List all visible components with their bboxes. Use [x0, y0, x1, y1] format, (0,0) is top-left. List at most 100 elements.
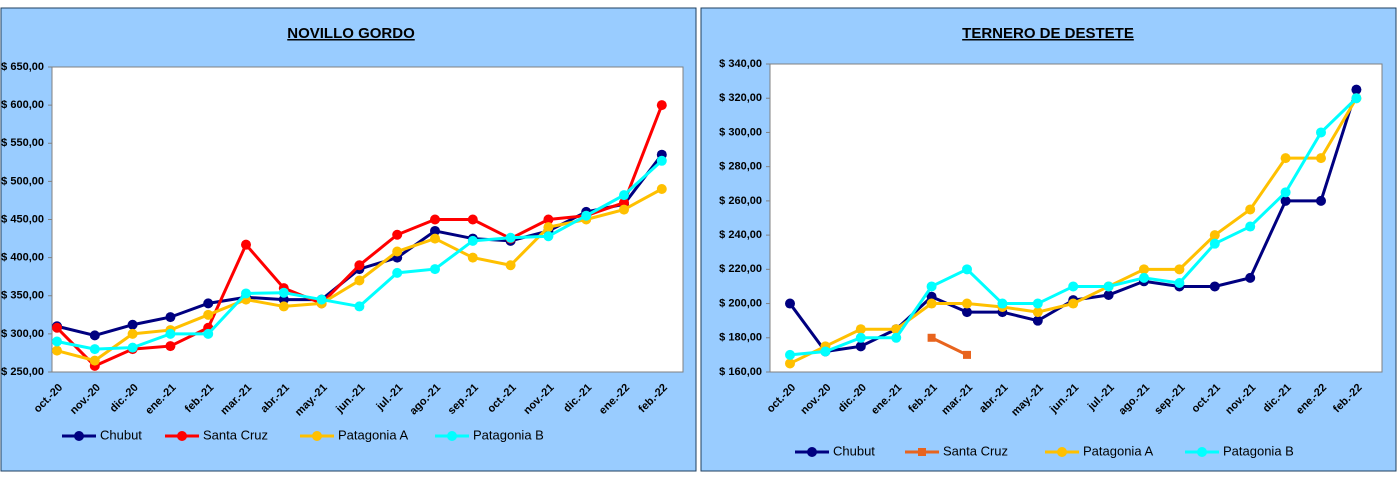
marker: [52, 336, 62, 347]
marker: [74, 431, 84, 441]
marker: [543, 214, 554, 225]
marker: [392, 229, 403, 240]
marker: [1139, 272, 1149, 283]
plot-area: [769, 63, 1383, 373]
marker: [855, 341, 866, 352]
marker: [354, 260, 365, 271]
marker: [177, 431, 187, 441]
marker: [619, 204, 629, 215]
marker: [962, 264, 972, 275]
marker: [1245, 221, 1256, 232]
marker: [1103, 281, 1114, 292]
marker: [785, 298, 795, 309]
marker: [430, 225, 440, 236]
marker: [1316, 153, 1326, 164]
marker: [1351, 84, 1362, 95]
marker: [354, 275, 365, 286]
marker: [316, 294, 327, 305]
marker: [1280, 187, 1291, 198]
marker: [505, 260, 516, 271]
marker: [241, 288, 251, 299]
marker: [203, 328, 214, 339]
y-tick-label: $ 650,00: [1, 61, 44, 73]
marker: [1316, 195, 1326, 206]
marker: [785, 358, 795, 369]
marker: [543, 231, 554, 242]
marker: [203, 298, 214, 309]
legend-label: Chubut: [833, 443, 875, 458]
marker: [656, 100, 667, 111]
marker: [89, 355, 100, 366]
series-line: [930, 336, 968, 357]
marker: [543, 222, 554, 233]
marker: [997, 298, 1008, 309]
legend-label: Patagonia B: [1223, 443, 1294, 458]
y-tick-label: $ 400,00: [1, 252, 44, 264]
marker: [127, 328, 138, 339]
y-tick-label: $ 280,00: [719, 161, 762, 173]
marker: [467, 252, 478, 263]
marker: [1197, 447, 1207, 457]
y-tick-label: $ 300,00: [1, 328, 44, 340]
y-tick-label: $ 300,00: [719, 126, 762, 138]
marker: [927, 333, 936, 342]
marker: [891, 332, 902, 343]
marker: [1209, 281, 1220, 292]
marker: [855, 332, 866, 343]
marker: [203, 309, 214, 320]
marker: [656, 155, 667, 166]
marker: [430, 264, 440, 275]
marker: [1032, 307, 1043, 318]
marker: [241, 239, 251, 250]
marker: [619, 197, 629, 208]
marker: [354, 301, 365, 312]
legend-label: Patagonia B: [473, 427, 544, 442]
marker: [581, 210, 592, 221]
y-tick-label: $ 500,00: [1, 175, 44, 187]
y-tick-label: $ 320,00: [719, 92, 762, 104]
marker: [1032, 315, 1043, 326]
marker: [1316, 127, 1326, 138]
marker: [1068, 281, 1079, 292]
y-tick-label: $ 220,00: [719, 263, 762, 275]
legend-label: Chubut: [100, 427, 142, 442]
marker: [127, 319, 138, 330]
marker: [165, 341, 176, 352]
marker: [1103, 290, 1114, 300]
marker: [1174, 278, 1185, 289]
marker: [619, 190, 629, 201]
marker: [505, 232, 516, 243]
marker: [52, 345, 62, 356]
y-tick-label: $ 450,00: [1, 213, 44, 225]
marker: [430, 214, 440, 225]
marker: [165, 312, 176, 323]
marker: [1245, 204, 1256, 215]
marker: [962, 298, 972, 309]
marker: [392, 246, 403, 257]
marker: [1032, 298, 1043, 309]
marker: [392, 267, 403, 278]
marker: [52, 322, 62, 333]
y-tick-label: $ 200,00: [719, 297, 762, 309]
y-tick-label: $ 240,00: [719, 229, 762, 241]
marker: [918, 448, 926, 456]
marker: [1068, 298, 1079, 309]
legend-label: Santa Cruz: [943, 443, 1008, 458]
legend-label: Patagonia A: [338, 427, 408, 442]
y-tick-label: $ 260,00: [719, 195, 762, 207]
y-tick-label: $ 250,00: [1, 366, 44, 378]
marker: [1139, 264, 1149, 275]
marker: [1280, 153, 1291, 164]
marker: [1174, 264, 1185, 275]
marker: [807, 447, 817, 457]
marker: [785, 349, 795, 360]
y-tick-label: $ 350,00: [1, 290, 44, 302]
y-tick-label: $ 180,00: [719, 332, 762, 344]
marker: [127, 342, 138, 353]
marker: [89, 330, 100, 341]
marker: [1209, 238, 1220, 249]
marker: [1209, 230, 1220, 241]
legend-label: Patagonia A: [1083, 443, 1153, 458]
chart-title: TERNERO DE DESTETE: [962, 25, 1134, 42]
